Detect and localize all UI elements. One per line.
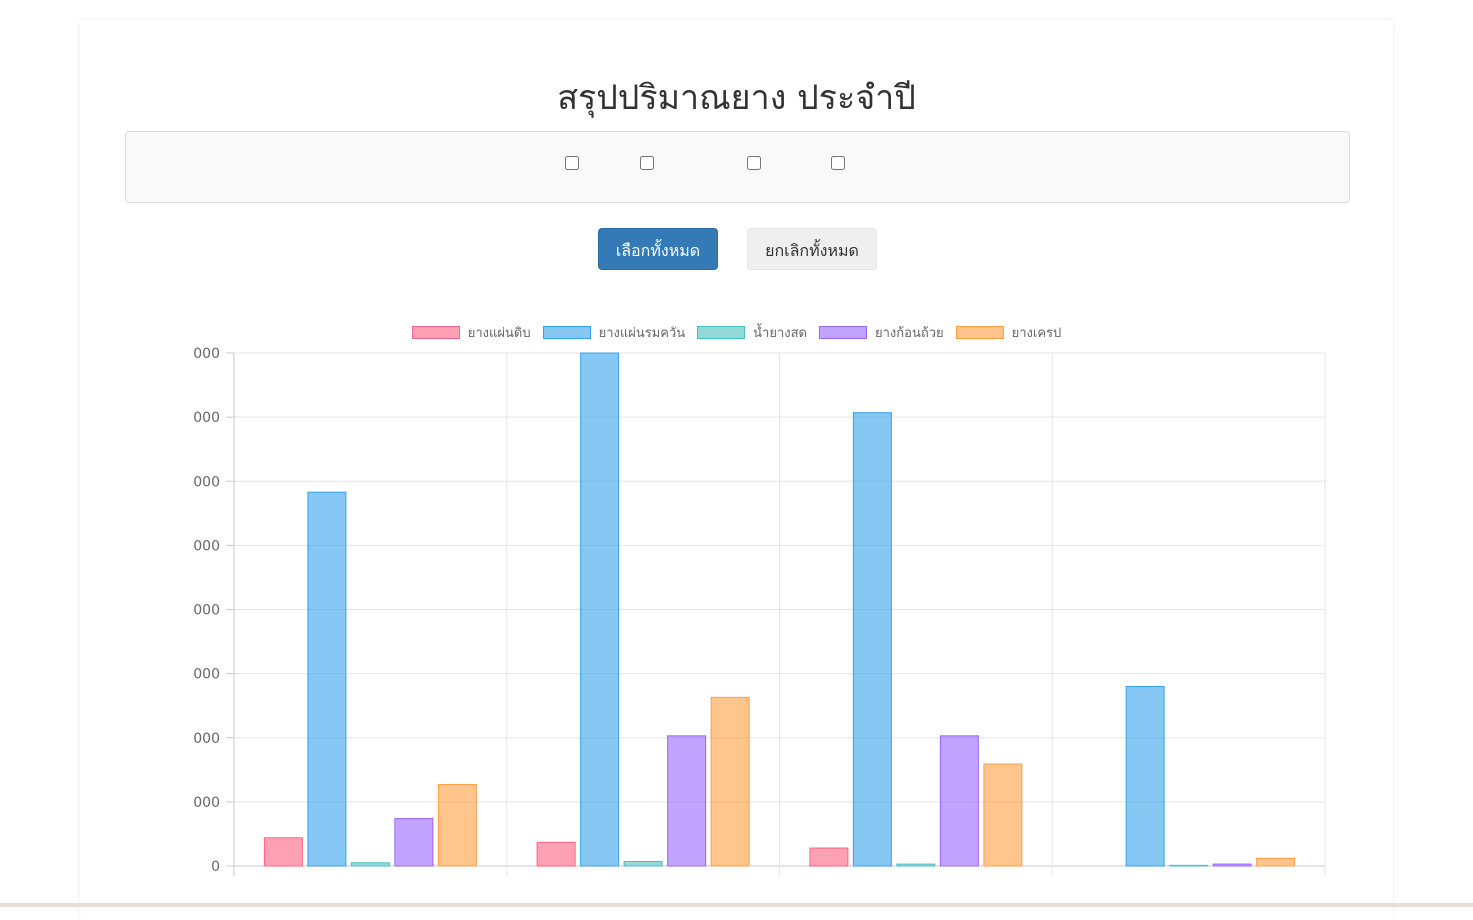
bar: [939, 735, 979, 867]
legend-item[interactable]: น้ำยางสด: [697, 322, 807, 343]
year-checkbox-2[interactable]: [640, 156, 654, 170]
legend-swatch: [411, 326, 460, 339]
legend-label: ยางเครป: [1011, 326, 1062, 341]
y-tick-label: 000: [193, 667, 220, 683]
bar: [394, 818, 434, 867]
bar: [1256, 857, 1296, 867]
year-checkbox-1[interactable]: [565, 156, 579, 170]
y-tick-label: 000: [193, 410, 220, 426]
legend-label: ยางก้อนถ้วย: [875, 326, 944, 341]
bar: [623, 861, 663, 867]
legend-swatch: [955, 326, 1004, 339]
legend-swatch: [542, 326, 591, 339]
bar: [852, 412, 892, 867]
bar: [307, 491, 347, 867]
legend-item[interactable]: ยางแผ่นรมควัน: [542, 322, 686, 343]
bar: [536, 841, 576, 867]
y-tick-label: 000: [193, 538, 220, 554]
select-all-button[interactable]: เลือกทั้งหมด: [598, 228, 718, 270]
legend-item[interactable]: ยางก้อนถ้วย: [819, 322, 944, 343]
bar: [350, 862, 390, 867]
legend-label: ยางแผ่นดิบ: [467, 326, 531, 341]
legend-swatch: [697, 326, 746, 339]
year-checkbox-4[interactable]: [831, 156, 845, 170]
bar: [1169, 864, 1209, 867]
legend-label: น้ำยางสด: [753, 326, 807, 341]
year-checkbox-3[interactable]: [747, 156, 761, 170]
legend-swatch: [819, 326, 867, 339]
bar: [263, 837, 303, 867]
bottom-edge: [0, 903, 1473, 907]
bar: [809, 847, 849, 867]
legend-item[interactable]: ยางเครป: [955, 322, 1062, 343]
year-filter-box: [125, 131, 1350, 203]
bar: [983, 763, 1023, 867]
legend-label: ยางแผ่นรมควัน: [598, 326, 686, 341]
deselect-all-button[interactable]: ยกเลิกทั้งหมด: [747, 228, 877, 270]
bar: [896, 863, 936, 867]
y-tick-label: 000: [193, 474, 220, 490]
page-title: สรุปปริมาณยาง ประจำปี: [557, 78, 916, 118]
bar: [710, 696, 750, 867]
chart-legend: ยางแผ่นดิบ ยางแผ่นรมควัน น้ำยางสด ยางก้อนถ้…: [0, 322, 1473, 342]
bar: [437, 784, 477, 867]
y-tick-label: 000: [193, 795, 220, 811]
y-tick-label: 000: [193, 346, 220, 362]
bar: [667, 735, 707, 867]
bar: [580, 352, 620, 867]
legend-item[interactable]: ยางแผ่นดิบ: [411, 322, 531, 343]
y-tick-label: 000: [193, 731, 220, 747]
bar: [1212, 863, 1252, 867]
y-tick-label: 0: [211, 859, 220, 875]
bar: [1125, 685, 1165, 867]
y-tick-label: 000: [193, 603, 220, 619]
